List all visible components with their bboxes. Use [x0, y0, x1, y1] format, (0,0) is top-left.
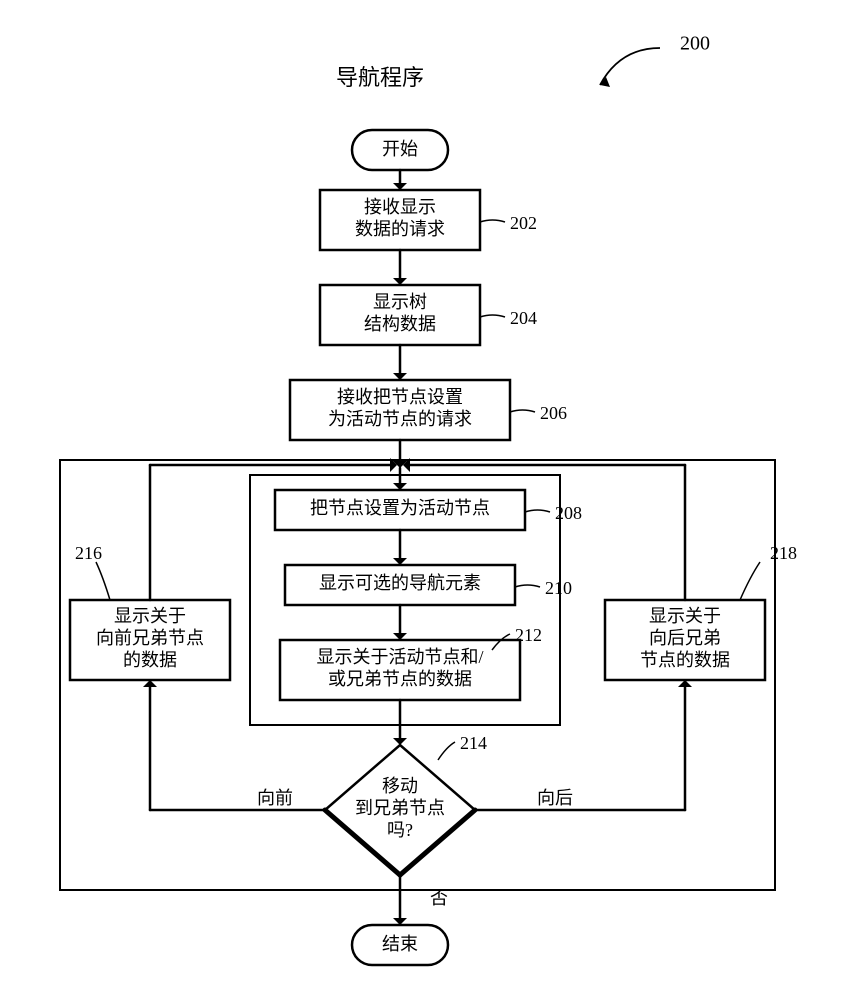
svg-text:数据的请求: 数据的请求: [355, 219, 445, 239]
svg-text:向后兄弟: 向后兄弟: [649, 628, 721, 648]
process-p202-ref: 202: [510, 213, 537, 233]
terminal-end-label: 结束: [382, 934, 418, 954]
process-p206-ref: 206: [540, 403, 567, 423]
svg-text:的数据: 的数据: [123, 650, 177, 670]
diagram-title: 导航程序: [336, 65, 424, 90]
svg-text:把节点设置为活动节点: 把节点设置为活动节点: [310, 498, 490, 518]
process-p212-ref: 212: [515, 625, 542, 645]
edge-label-no: 否: [430, 888, 448, 908]
svg-text:显示关于活动节点和/: 显示关于活动节点和/: [316, 647, 483, 667]
svg-text:移动: 移动: [382, 776, 418, 796]
edge-label-backward: 向后: [537, 788, 573, 808]
svg-text:接收显示: 接收显示: [364, 197, 436, 217]
process-p216-ref: 216: [75, 543, 102, 563]
svg-text:或兄弟节点的数据: 或兄弟节点的数据: [328, 669, 472, 689]
edge-label-forward: 向前: [257, 788, 293, 808]
process-p210-ref: 210: [545, 578, 572, 598]
svg-text:显示可选的导航元素: 显示可选的导航元素: [319, 573, 481, 593]
process-p204-ref: 204: [510, 308, 537, 328]
figure-ref: 200: [680, 33, 710, 55]
decision-d214-ref: 214: [460, 733, 487, 753]
svg-text:显示树: 显示树: [373, 292, 427, 312]
svg-text:节点的数据: 节点的数据: [640, 650, 730, 670]
svg-text:吗?: 吗?: [387, 820, 413, 840]
svg-text:到兄弟节点: 到兄弟节点: [355, 798, 445, 818]
svg-text:显示关于: 显示关于: [649, 606, 721, 626]
svg-text:接收把节点设置: 接收把节点设置: [337, 387, 463, 407]
svg-text:为活动节点的请求: 为活动节点的请求: [328, 409, 472, 429]
svg-text:显示关于: 显示关于: [114, 606, 186, 626]
terminal-start-label: 开始: [382, 139, 418, 159]
svg-text:向前兄弟节点: 向前兄弟节点: [96, 628, 204, 648]
svg-text:结构数据: 结构数据: [364, 314, 436, 334]
